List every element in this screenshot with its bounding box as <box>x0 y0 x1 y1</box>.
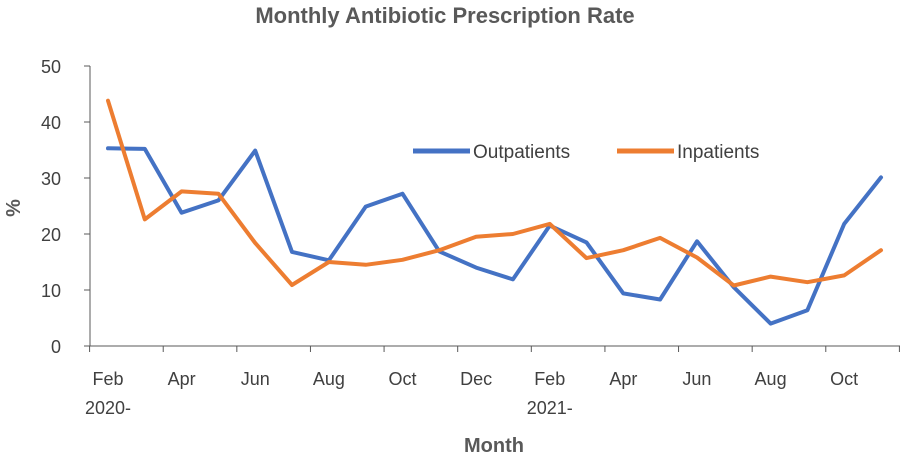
legend-label-outpatients: Outpatients <box>473 142 570 163</box>
y-tick-label: 40 <box>41 113 61 133</box>
axes <box>89 66 900 347</box>
series-line-inpatients <box>106 98 883 288</box>
x-tick-label: Feb <box>534 369 565 389</box>
x-tick-labels: Feb 2020- Apr Jun Aug Oct Dec Feb 2021- Apr Jun Aug… <box>85 346 900 418</box>
series-line-outpatients <box>106 146 883 326</box>
x-tick-label: Aug <box>755 369 787 389</box>
legend: Outpatients Inpatients <box>413 142 759 163</box>
x-tick-label: Apr <box>168 369 196 389</box>
x-tick-label: Oct <box>830 369 858 389</box>
x-tick-label: Aug <box>313 369 345 389</box>
x-tick-label: Dec <box>460 369 492 389</box>
x-tick-label: Oct <box>388 369 416 389</box>
x-axis-title: Month <box>464 435 524 457</box>
series-layer <box>106 98 883 326</box>
legend-label-inpatients: Inpatients <box>677 142 759 163</box>
x-tick-label: Jun <box>682 369 711 389</box>
y-tick-labels: 0 10 20 30 40 50 <box>41 57 90 357</box>
y-tick-label: 0 <box>51 337 61 357</box>
x-tick-label-year: 2021- <box>527 398 573 418</box>
y-tick-label: 20 <box>41 225 61 245</box>
y-tick-label: 30 <box>41 169 61 189</box>
y-axis-title: % <box>3 199 25 217</box>
x-tick-label: Feb <box>92 369 123 389</box>
x-tick-label-year: 2020- <box>85 398 131 418</box>
x-tick-label: Apr <box>609 369 637 389</box>
chart-title: Monthly Antibiotic Prescription Rate <box>255 3 634 28</box>
x-tick-label: Jun <box>241 369 270 389</box>
y-tick-label: 50 <box>41 57 61 77</box>
y-tick-label: 10 <box>41 281 61 301</box>
